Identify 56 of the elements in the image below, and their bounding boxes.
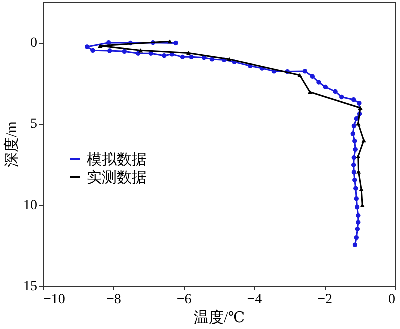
point — [180, 54, 186, 60]
point — [136, 51, 141, 56]
point — [210, 57, 215, 62]
x-tick-label: 0 — [388, 292, 396, 308]
x-axis-title: 温度/℃ — [194, 310, 245, 326]
point — [90, 48, 96, 54]
point — [108, 48, 112, 54]
point — [352, 155, 357, 160]
x-tick-label: −2 — [318, 292, 333, 308]
point — [174, 40, 178, 46]
point — [168, 40, 172, 44]
point — [354, 204, 360, 210]
x-tick-label: −4 — [247, 292, 262, 308]
point — [351, 98, 356, 102]
point — [352, 242, 358, 248]
point — [227, 57, 232, 62]
point — [351, 162, 356, 168]
point — [357, 101, 362, 106]
point — [340, 94, 344, 100]
point — [323, 84, 328, 90]
y-tick-label: 15 — [24, 280, 38, 294]
point — [310, 74, 315, 79]
point — [98, 44, 103, 48]
point — [350, 132, 356, 136]
point — [356, 154, 361, 159]
point — [122, 49, 128, 54]
point — [162, 54, 167, 58]
point — [354, 196, 359, 202]
point — [352, 138, 358, 144]
x-tick-label: −6 — [176, 292, 192, 308]
point — [354, 235, 359, 240]
y-tick-label: 0 — [30, 36, 38, 52]
legend-label: 模拟数据 — [87, 152, 147, 168]
point — [352, 178, 358, 183]
point — [186, 51, 192, 56]
y-tick-label: 10 — [24, 198, 38, 214]
x-tick-label: −10 — [44, 292, 66, 308]
point — [333, 89, 338, 94]
y-axis-title: 深度/m — [4, 121, 20, 168]
point — [85, 44, 90, 50]
point — [356, 220, 361, 225]
point — [298, 73, 302, 78]
point — [352, 170, 357, 175]
point — [353, 147, 358, 152]
point — [354, 186, 358, 191]
x-tick-label: −8 — [106, 292, 122, 308]
legend-label: 实测数据 — [87, 170, 147, 186]
y-tick-label: 5 — [30, 117, 38, 132]
point — [356, 213, 361, 218]
point — [352, 124, 357, 128]
point — [355, 226, 360, 232]
point — [189, 54, 194, 60]
point — [362, 138, 366, 143]
point — [316, 80, 322, 85]
point — [302, 69, 308, 74]
point — [308, 90, 313, 94]
